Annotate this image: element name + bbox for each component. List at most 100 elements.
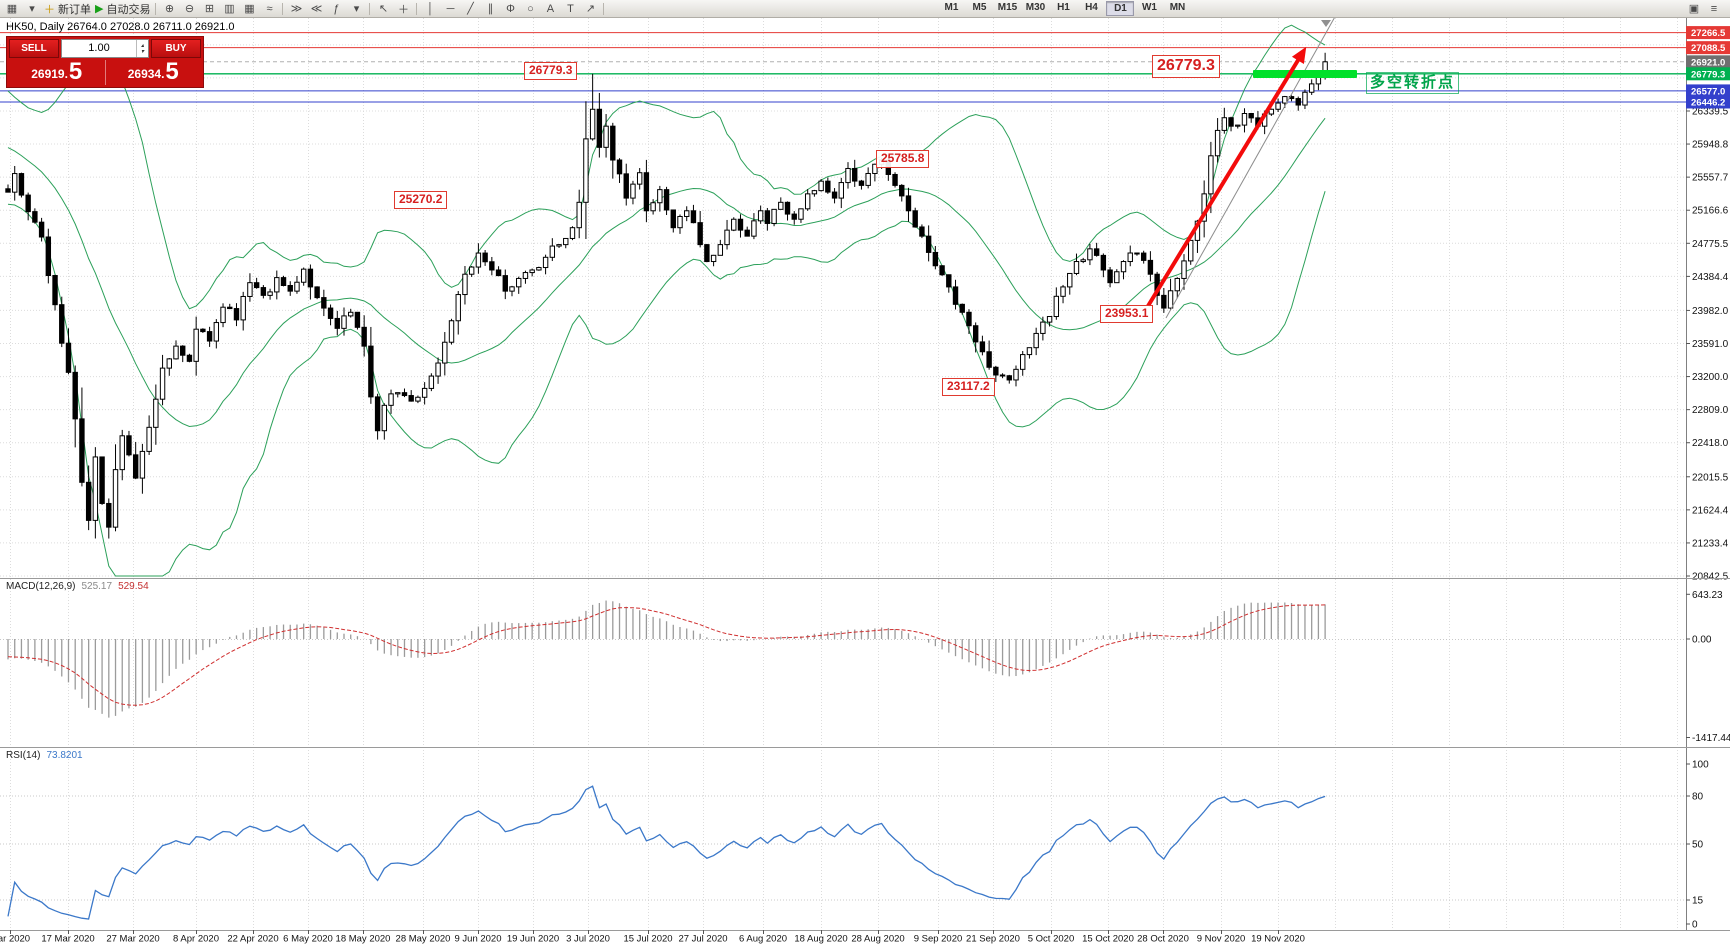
channel-button[interactable]: ∥ — [481, 0, 499, 17]
chart-grid — [0, 18, 1686, 930]
shapes-button[interactable]: ○ — [521, 0, 539, 17]
one-click-trading-panel: SELL 1.00 ▴ ▾ BUY 26919. 5 26934. 5 — [6, 36, 204, 88]
svg-text:5 Oct 2020: 5 Oct 2020 — [1028, 934, 1074, 945]
line-chart-button[interactable]: ≈ — [260, 0, 278, 17]
new-order-button[interactable]: ＋新订单 — [43, 0, 92, 17]
volume-up-icon[interactable]: ▴ — [140, 42, 144, 49]
zoom-in-button-icon: ⊕ — [164, 3, 175, 15]
options-button[interactable]: ≡ — [1705, 0, 1723, 17]
svg-text:25557.7: 25557.7 — [1692, 173, 1729, 184]
windows-button-icon: ▣ — [1688, 3, 1700, 15]
main-toolbar: ▦ ▾ ＋新订单 ▶ 自动交易 ⊕ ⊖ ⊞ ▥ ▦ ≈ ≫ ≪ ƒ ▾ ↖ ＋ │ ─ ╱ ∥ Φ ○ A T ↗ M1 M5 M15 M… — [0, 0, 1730, 18]
toolbar-right-group: ▣ ≡ — [1684, 0, 1724, 17]
indicators-button-icon: ƒ — [333, 2, 340, 15]
volume-stepper-arrows[interactable]: ▴ ▾ — [136, 40, 148, 57]
candlestick-chart-button-icon: ▦ — [244, 3, 255, 15]
svg-text:28 Aug 2020: 28 Aug 2020 — [851, 934, 904, 945]
timeframe-m5-button[interactable]: M5 — [972, 2, 987, 13]
sell-price-main: 26919. — [31, 67, 68, 81]
new-chart-button[interactable]: ▦ — [3, 0, 21, 17]
svg-text:23591.0: 23591.0 — [1692, 339, 1729, 350]
svg-text:19 Nov 2020: 19 Nov 2020 — [1251, 934, 1305, 945]
autotrading-button[interactable]: ▶ 自动交易 — [94, 0, 151, 17]
buy-price-pips: 5 — [165, 58, 179, 85]
arrows-button[interactable]: ↗ — [581, 0, 599, 17]
timeframe-h4-button[interactable]: H4 — [1085, 2, 1098, 13]
profiles-dropdown-icon: ▾ — [29, 3, 35, 15]
windows-button[interactable]: ▣ — [1685, 0, 1703, 17]
options-button-icon: ≡ — [1710, 2, 1718, 15]
indicators-button[interactable]: ƒ — [327, 0, 345, 17]
crosshair-button[interactable]: ＋ — [394, 0, 412, 17]
auto-scroll-button[interactable]: ≫ — [287, 0, 305, 17]
price-annotation: 23117.2 — [942, 378, 995, 396]
buy-price-main: 26934. — [127, 67, 165, 81]
chart-shift-button[interactable]: ≪ — [307, 0, 325, 17]
svg-text:22809.0: 22809.0 — [1692, 405, 1729, 416]
price-level-lines — [0, 32, 1686, 103]
toolbar-separator — [369, 2, 371, 15]
svg-text:9 Sep 2020: 9 Sep 2020 — [914, 934, 963, 945]
timeframe-w1-button[interactable]: W1 — [1141, 2, 1157, 13]
horizontal-line-button[interactable]: ─ — [441, 0, 459, 17]
macd-panel — [0, 600, 1686, 718]
svg-text:22 Apr 2020: 22 Apr 2020 — [227, 934, 278, 945]
panel-separators — [0, 578, 1730, 931]
chart-shift-marker — [1321, 20, 1331, 27]
profiles-dropdown[interactable]: ▾ — [23, 0, 41, 17]
zoom-out-button[interactable]: ⊖ — [180, 0, 198, 17]
text-button[interactable]: A — [541, 0, 559, 17]
sell-button[interactable]: SELL — [9, 39, 59, 58]
tile-windows-button[interactable]: ⊞ — [200, 0, 218, 17]
timeframe-mn-button[interactable]: MN — [1169, 2, 1186, 13]
sell-price[interactable]: 26919. 5 — [9, 60, 105, 85]
bar-chart-button[interactable]: ▥ — [220, 0, 238, 17]
svg-text:6 May 2020: 6 May 2020 — [283, 934, 333, 945]
trend-arrow-head — [1291, 46, 1307, 65]
volume-value[interactable]: 1.00 — [88, 42, 110, 54]
autotrading-button-label: 自动交易 — [106, 3, 151, 16]
trendline-button-icon: ╱ — [467, 3, 474, 15]
timeframe-m30-button[interactable]: M30 — [1025, 2, 1046, 13]
auto-scroll-button-icon: ≫ — [290, 3, 303, 15]
autotrading-button-icon: ▶ — [95, 3, 104, 15]
svg-text:-1417.44: -1417.44 — [1692, 733, 1730, 744]
label-button[interactable]: T — [561, 0, 579, 17]
svg-text:Mar 2020: Mar 2020 — [0, 934, 30, 945]
rsi-value: 73.8201 — [46, 750, 83, 761]
svg-text:26577.0: 26577.0 — [1691, 86, 1725, 97]
channel-button-icon: ∥ — [487, 3, 494, 15]
svg-text:50: 50 — [1692, 840, 1704, 851]
zoom-in-button[interactable]: ⊕ — [160, 0, 178, 17]
new-chart-button-icon: ▦ — [6, 3, 18, 15]
svg-text:3 Jul 2020: 3 Jul 2020 — [566, 934, 610, 945]
timeframe-d1-button[interactable]: D1 — [1106, 1, 1135, 16]
price-annotation: 26779.3 — [524, 62, 578, 80]
volume-down-icon[interactable]: ▾ — [140, 48, 144, 55]
timeframe-m15-button[interactable]: M15 — [997, 2, 1018, 13]
buy-button[interactable]: BUY — [151, 39, 201, 58]
price-annotation: 25785.8 — [876, 150, 930, 168]
volume-stepper[interactable]: 1.00 ▴ ▾ — [61, 39, 149, 58]
svg-text:22418.0: 22418.0 — [1692, 438, 1729, 449]
vertical-line-button[interactable]: │ — [421, 0, 439, 17]
timeframe-m1-button[interactable]: M1 — [944, 2, 959, 13]
text-button-icon: A — [546, 2, 555, 15]
trendline-button[interactable]: ╱ — [461, 0, 479, 17]
cursor-button[interactable]: ↖ — [374, 0, 392, 17]
bar-chart-button-icon: ▥ — [224, 3, 235, 15]
svg-text:643.23: 643.23 — [1692, 590, 1723, 601]
zoom-out-button-icon: ⊖ — [184, 3, 195, 15]
fibonacci-button[interactable]: Φ — [501, 0, 519, 17]
candlestick-chart-button[interactable]: ▦ — [240, 0, 258, 17]
buy-price[interactable]: 26934. 5 — [104, 58, 202, 85]
timeframe-h1-button[interactable]: H1 — [1057, 2, 1070, 13]
svg-text:0.00: 0.00 — [1692, 635, 1712, 646]
periods-dropdown[interactable]: ▾ — [347, 0, 365, 17]
svg-text:19 Jun 2020: 19 Jun 2020 — [507, 934, 559, 945]
svg-text:8 Apr 2020: 8 Apr 2020 — [173, 934, 219, 945]
svg-text:28 Oct 2020: 28 Oct 2020 — [1137, 934, 1189, 945]
vertical-line-button-icon: │ — [427, 2, 434, 15]
